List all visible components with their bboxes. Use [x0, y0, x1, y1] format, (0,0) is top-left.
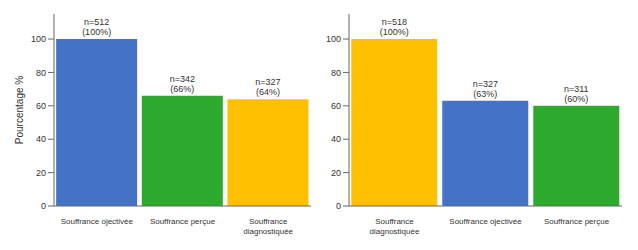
svg-text:Souffrancediagnostiquée: Souffrancediagnostiquée: [243, 217, 293, 236]
svg-text:Souffrance perçue: Souffrance perçue: [544, 217, 610, 226]
svg-text:Pourcentage %: Pourcentage %: [14, 76, 25, 144]
svg-text:100: 100: [326, 34, 341, 44]
svg-text:Souffrance perçue: Souffrance perçue: [150, 217, 216, 226]
svg-text:80: 80: [331, 68, 341, 78]
svg-text:n=327(64%): n=327(64%): [255, 77, 280, 97]
svg-text:n=311(60%): n=311(60%): [564, 84, 589, 104]
svg-text:20: 20: [36, 168, 46, 178]
svg-text:Souffrance ojectivée: Souffrance ojectivée: [61, 217, 134, 226]
svg-text:60: 60: [331, 101, 341, 111]
svg-text:40: 40: [331, 134, 341, 144]
svg-text:80: 80: [36, 68, 46, 78]
svg-text:n=518(100%): n=518(100%): [380, 17, 409, 37]
svg-text:100: 100: [31, 34, 46, 44]
svg-text:Souffrancediagnostiquée: Souffrancediagnostiquée: [370, 217, 420, 236]
svg-text:20: 20: [331, 168, 341, 178]
svg-text:n=512(100%): n=512(100%): [82, 17, 111, 37]
svg-text:0: 0: [41, 201, 46, 211]
svg-text:n=327(63%): n=327(63%): [473, 79, 498, 99]
svg-text:40: 40: [36, 134, 46, 144]
svg-text:60: 60: [36, 101, 46, 111]
svg-text:Souffrance ojectivée: Souffrance ojectivée: [449, 217, 522, 226]
svg-text:n=342(66%): n=342(66%): [170, 74, 195, 94]
svg-text:0: 0: [336, 201, 341, 211]
